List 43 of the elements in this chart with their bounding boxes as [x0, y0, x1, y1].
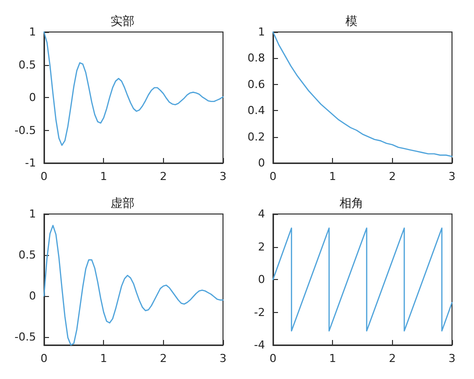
y-tick-label: 0 [29, 288, 36, 302]
x-tick-label: 0 [40, 352, 48, 364]
y-tick-label: -4 [254, 338, 265, 351]
y-tick-label: 0.2 [248, 130, 265, 144]
y-tick-label: -1 [25, 156, 36, 170]
y-tick-label: 0.5 [18, 58, 36, 72]
y-tick-label: 2 [258, 240, 265, 253]
y-tick-label: -0.5 [14, 124, 36, 137]
x-tick-label: 1 [329, 170, 336, 183]
chart-title: 模 [346, 14, 358, 28]
x-tick-label: 3 [448, 352, 456, 364]
x-tick-label: 0 [270, 352, 276, 364]
y-tick-label: 1 [29, 26, 36, 38]
x-tick-label: 2 [160, 352, 167, 364]
y-tick-label: 0.4 [248, 104, 265, 118]
y-tick-label: 4 [258, 207, 265, 220]
x-tick-label: 1 [100, 170, 108, 183]
x-tick-label: 2 [388, 352, 396, 364]
x-tick-label: 0 [270, 170, 276, 183]
line-series [272, 226, 453, 332]
line-series [272, 31, 453, 158]
y-tick-label: -0.5 [14, 330, 36, 343]
y-tick-label: 0 [258, 156, 265, 170]
x-tick-label: 3 [220, 352, 226, 364]
y-tick-label: 0 [29, 91, 36, 104]
y-tick-label: 1 [258, 26, 265, 38]
chart-title: 虚部 [110, 196, 134, 210]
x-tick-label: 2 [388, 170, 396, 183]
chart-title: 相角 [340, 196, 364, 210]
line-series [43, 31, 224, 146]
x-tick-label: 3 [448, 170, 456, 183]
chart-title: 实部 [110, 14, 134, 28]
x-tick-label: 1 [100, 352, 108, 364]
x-tick-label: 0 [40, 170, 48, 183]
x-tick-label: 1 [329, 352, 336, 364]
y-tick-label: -2 [254, 305, 265, 318]
x-tick-label: 2 [160, 170, 167, 183]
x-tick-label: 3 [220, 170, 226, 183]
y-tick-label: 0 [258, 272, 265, 286]
y-tick-label: 0.5 [18, 248, 36, 261]
y-tick-label: 1 [29, 207, 36, 220]
y-tick-label: 0.8 [248, 52, 265, 65]
y-tick-label: 0.6 [248, 78, 265, 91]
